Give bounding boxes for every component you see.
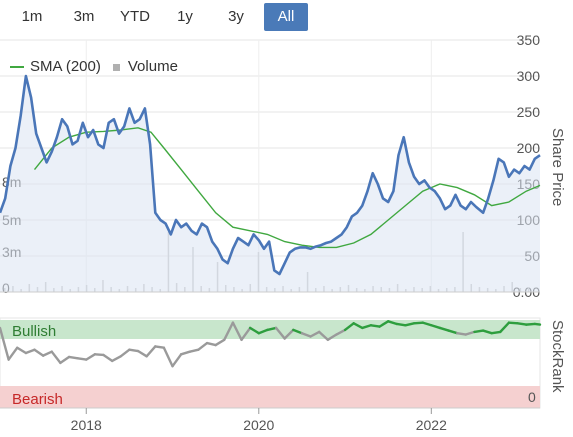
stockrank-segment bbox=[447, 329, 459, 335]
tab-all[interactable]: All bbox=[264, 3, 308, 31]
stockrank-segment bbox=[188, 348, 200, 353]
price-line bbox=[0, 74, 541, 276]
stockrank-segment bbox=[41, 350, 53, 357]
stockrank-segment bbox=[67, 355, 79, 360]
stockrank-segment bbox=[421, 321, 433, 327]
stockrank-segment bbox=[248, 326, 260, 335]
stockrank-segment bbox=[386, 320, 399, 326]
stockrank-segment bbox=[102, 353, 114, 363]
stockrank-segment bbox=[326, 333, 338, 341]
stockrank-segment bbox=[93, 353, 105, 357]
x-tick-label: 2018 bbox=[71, 417, 102, 433]
stockrank-segment bbox=[378, 320, 390, 328]
stockrank-segment bbox=[274, 326, 286, 340]
stockrank-segment bbox=[171, 353, 183, 368]
stockrank-segment bbox=[16, 346, 28, 355]
stockrank-segment bbox=[430, 324, 442, 330]
tab-1y[interactable]: 1y bbox=[177, 8, 193, 25]
stockrank-segment bbox=[455, 332, 468, 336]
stockrank-segment bbox=[85, 353, 97, 361]
stockrank-segment bbox=[533, 322, 542, 326]
stockrank-segment bbox=[76, 357, 88, 361]
bullish-label: Bullish bbox=[12, 323, 56, 340]
x-tick-label: 2020 bbox=[243, 417, 274, 433]
stockrank-segment bbox=[110, 355, 122, 363]
stockrank-segment bbox=[309, 330, 321, 338]
price-tick-label: 250 bbox=[517, 104, 541, 120]
stockrank-segment bbox=[412, 321, 424, 325]
stockrank-segment bbox=[33, 348, 45, 357]
bearish-band bbox=[0, 386, 540, 408]
stockrank-tick-label: 0 bbox=[528, 389, 536, 405]
tab-ytd[interactable]: YTD bbox=[120, 8, 150, 25]
stockrank-segment bbox=[240, 326, 252, 341]
stockrank-segment bbox=[24, 348, 36, 355]
stockrank-segment bbox=[481, 329, 493, 335]
price-tick-label: 350 bbox=[517, 32, 541, 48]
stockrank-segment bbox=[335, 328, 347, 336]
stockrank-segment bbox=[266, 326, 278, 332]
stockrank-segment bbox=[438, 326, 450, 332]
stockrank-segment bbox=[59, 355, 71, 365]
stockrank-segment bbox=[205, 341, 217, 347]
stockrank-segment bbox=[524, 322, 537, 326]
stockrank-segment bbox=[369, 324, 381, 328]
stockrank-segment bbox=[136, 349, 148, 358]
volume-legend-label: Volume bbox=[127, 58, 178, 75]
stockrank-segment bbox=[499, 321, 511, 334]
sma-legend-label: SMA (200) bbox=[30, 58, 101, 75]
stockrank-segment bbox=[292, 328, 304, 335]
stockrank-segment bbox=[317, 330, 329, 341]
stockrank-segment bbox=[119, 348, 131, 358]
stockrank-segment bbox=[231, 321, 243, 341]
chart-legend: SMA (200) Volume bbox=[10, 58, 178, 75]
stockrank-segment bbox=[179, 350, 191, 356]
stockrank-segment bbox=[404, 322, 416, 327]
stockrank-segment bbox=[50, 350, 62, 365]
tab-3m[interactable]: 3m bbox=[73, 8, 95, 25]
stockrank-segment bbox=[0, 326, 10, 361]
price-tick-label: 200 bbox=[517, 140, 541, 156]
stockrank-axis-title: StockRank bbox=[549, 320, 566, 393]
stockrank-segment bbox=[283, 328, 295, 340]
stockrank-segment bbox=[197, 341, 209, 351]
volume-legend-swatch bbox=[112, 63, 120, 71]
stockrank-segment bbox=[154, 345, 166, 349]
tab-3y[interactable]: 3y bbox=[228, 8, 244, 25]
stockrank-segment bbox=[395, 322, 407, 327]
stockrank-segment bbox=[128, 348, 140, 353]
price-axis-title: Share Price bbox=[549, 128, 566, 207]
stockrank-segment bbox=[490, 330, 502, 335]
x-tick-label: 2022 bbox=[416, 417, 447, 433]
price-tick-label: 300 bbox=[517, 68, 541, 84]
tab-1m[interactable]: 1m bbox=[21, 8, 43, 25]
stockrank-segment bbox=[473, 329, 485, 334]
stockrank-segment bbox=[7, 346, 19, 361]
sma-legend-swatch bbox=[10, 66, 24, 69]
stockrank-segment bbox=[361, 324, 373, 330]
stockrank-segment bbox=[257, 328, 269, 335]
bearish-label: Bearish bbox=[12, 391, 63, 408]
stockrank-segment bbox=[352, 322, 364, 330]
stockrank-segment bbox=[516, 322, 528, 326]
stockrank-segment bbox=[214, 338, 226, 347]
stockrank-segment bbox=[300, 332, 312, 338]
stockrank-segment bbox=[223, 321, 235, 341]
stockrank-segment bbox=[507, 321, 519, 325]
stockrank-segment bbox=[343, 322, 355, 332]
stockrank-segment bbox=[145, 345, 157, 358]
stockrank-segment bbox=[162, 346, 174, 368]
price-area bbox=[0, 76, 540, 292]
stockrank-segment bbox=[464, 330, 476, 336]
